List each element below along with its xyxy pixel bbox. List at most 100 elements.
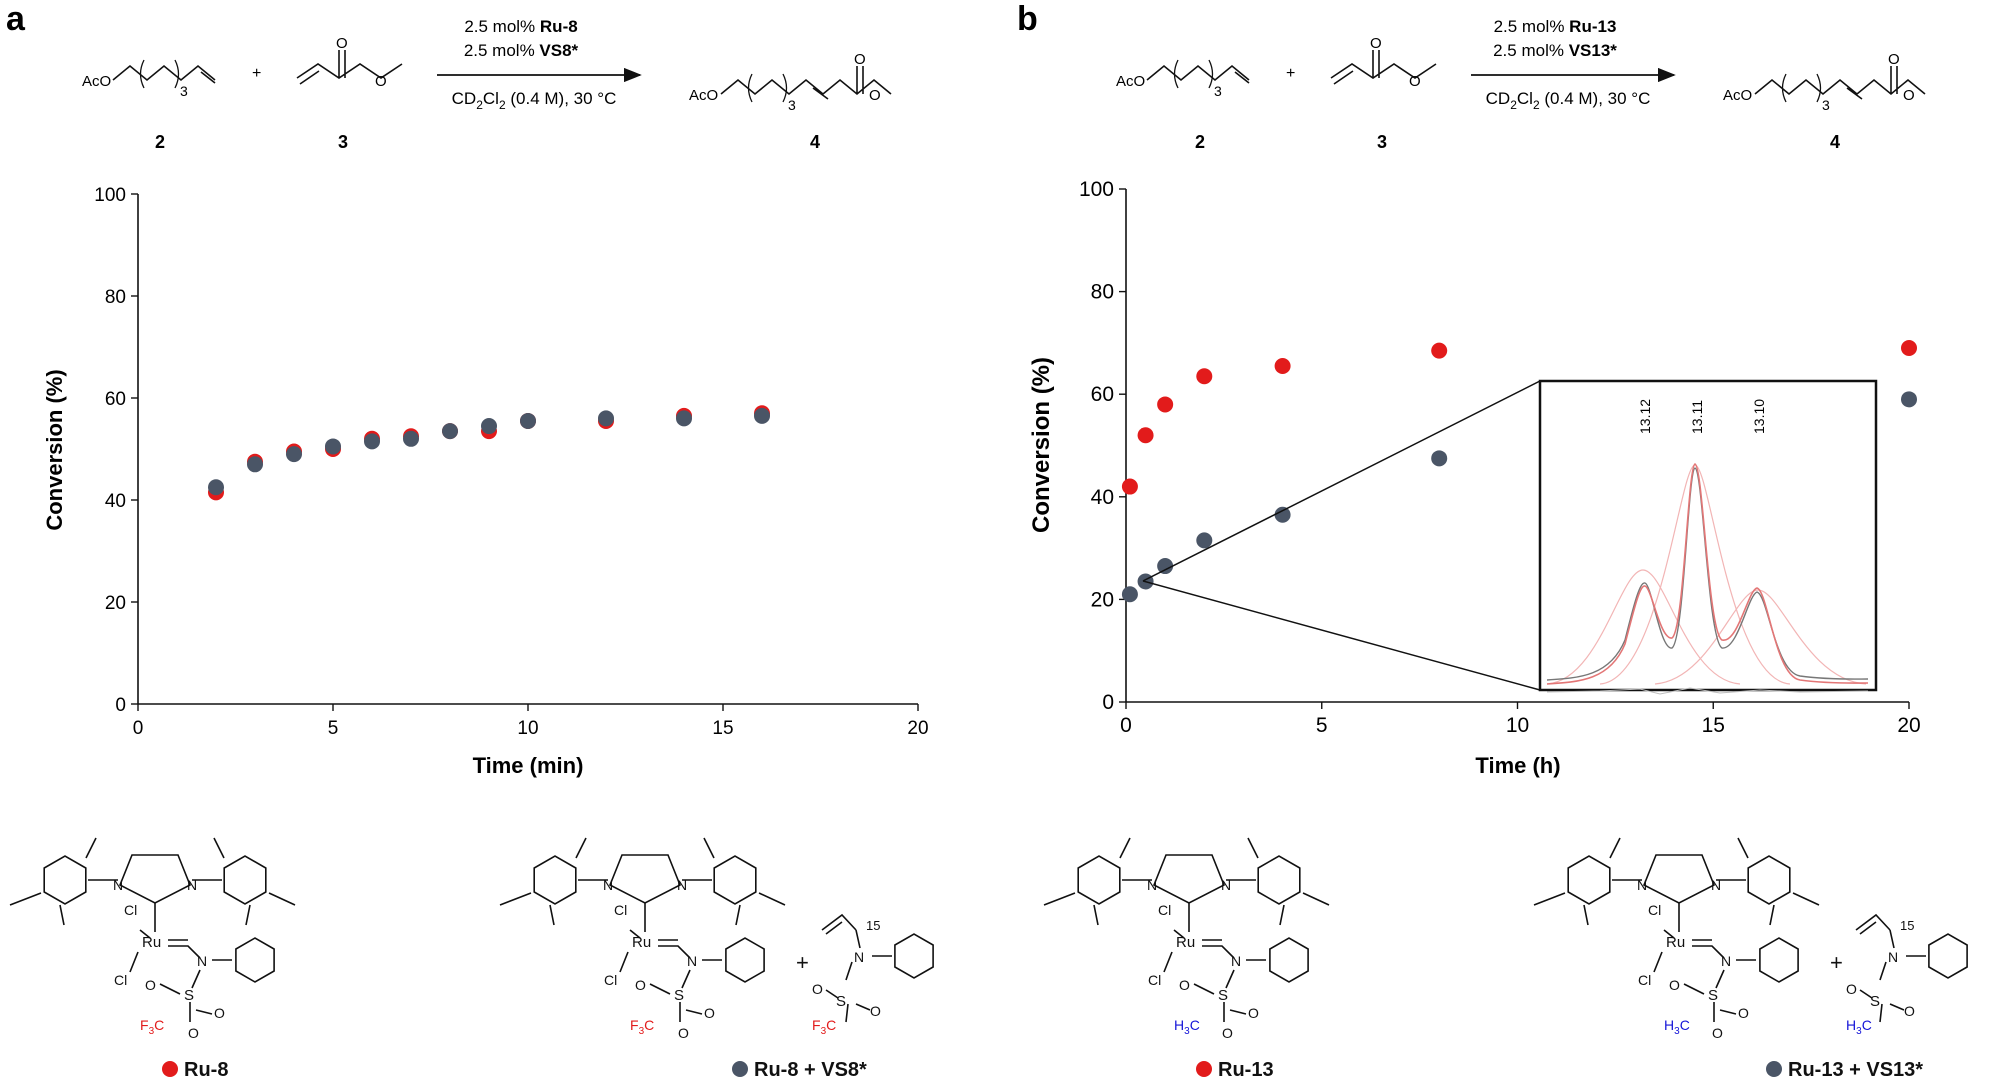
sulfonyl-oxygen-label: O — [1712, 1025, 1723, 1041]
acrylate-ester-o: O — [1409, 73, 1421, 90]
x-tick-label: 10 — [1506, 714, 1529, 737]
y-tick-label: 60 — [1091, 383, 1114, 406]
spectrum-residual — [1546, 687, 1869, 695]
structure-caption: Ru-8 — [184, 1059, 228, 1081]
chloride-label: Cl — [604, 972, 617, 988]
mesityl-methyls — [9, 837, 296, 926]
compound-number-4: 4 — [1830, 132, 1840, 152]
mesityl-ring-right — [1257, 855, 1301, 905]
sulfonyl-oxygen-label: O — [678, 1025, 689, 1041]
sulfur-label: S — [674, 987, 684, 1004]
chart-b: Conversion (%) Time (h) 0 5 10 15 20 0 20 40 60 8… — [1028, 178, 1921, 778]
isotope-label: 15 — [1900, 918, 1914, 933]
data-point-gray — [325, 438, 341, 455]
n-phenyl-ring — [725, 937, 765, 983]
x-tick-label: 15 — [1702, 714, 1725, 737]
y-tick-label: 100 — [1079, 178, 1114, 201]
chloride-label: Cl — [1648, 902, 1661, 918]
reaction-scheme-a: AcO 3 + O O 2.5 mol% Ru-8 2.5 mol% VS8* … — [82, 17, 892, 152]
x-tick-label: 5 — [328, 718, 339, 739]
y-tick-label: 40 — [1091, 486, 1114, 509]
conditions-line-3: CD2Cl2 (0.4 M), 30 °C — [452, 89, 617, 112]
data-point-gray — [676, 410, 692, 427]
conditions-line-1: 2.5 mol% Ru-13 — [1494, 17, 1617, 36]
trifluoromethyl-label: F3C — [140, 1017, 164, 1037]
sulfonyl-oxygen-label: O — [214, 1005, 225, 1021]
plus-sign: + — [796, 950, 809, 975]
data-point-gray — [1196, 532, 1213, 549]
product-ester-o: O — [1903, 87, 1915, 104]
imidazolidine-ring — [1642, 854, 1716, 904]
data-point-gray — [247, 456, 263, 473]
sulfonyl-oxygen-label: O — [1222, 1025, 1233, 1041]
compound-number-4: 4 — [810, 132, 820, 152]
methyl-label: H3C — [1664, 1017, 1690, 1037]
reaction-scheme-b: AcO 3 + O O 2.5 mol% Ru-13 2.5 mol% VS13… — [1116, 17, 1926, 152]
vs-phenyl-ring — [1928, 933, 1968, 979]
data-point-gray — [403, 430, 419, 447]
n-phenyl-ring — [235, 937, 275, 983]
inset-peak-label-1: 13.12 — [1637, 399, 1653, 434]
y-tick-label: 20 — [105, 593, 126, 614]
data-point-gray — [286, 446, 302, 463]
nitrogen-label: N — [603, 877, 613, 893]
sulfonyl-oxygen-label: O — [635, 977, 646, 993]
y-tick-label: 60 — [105, 389, 126, 410]
reactant-2-subscript: 3 — [180, 83, 188, 99]
sulfonyl-oxygen-label: O — [1669, 977, 1680, 993]
data-point-gray — [364, 433, 380, 450]
x-tick-label: 15 — [712, 718, 733, 739]
mesityl-ring-right — [223, 855, 267, 905]
acrylate-ester-o: O — [375, 73, 387, 90]
ruthenium-bonds — [1163, 929, 1235, 973]
ruthenium-label: Ru — [632, 934, 651, 951]
spectrum-fit-peak-1 — [1546, 569, 1741, 685]
chloride-label: Cl — [1148, 972, 1161, 988]
product-4-chain — [720, 66, 892, 100]
n-phenyl-ring — [1269, 937, 1309, 983]
imidazolidine-ring — [608, 854, 682, 904]
data-point-red — [1901, 340, 1917, 357]
methyl-label: H3C — [1174, 1017, 1200, 1037]
inset-peak-label-2: 13.11 — [1689, 400, 1705, 434]
nitrogen-label: N — [677, 877, 687, 893]
x-tick-label: 20 — [1897, 714, 1920, 737]
amide-nitrogen-label: N — [197, 953, 207, 969]
data-point-gray — [598, 410, 614, 427]
data-point-red — [1196, 368, 1213, 385]
conditions-line-1: 2.5 mol% Ru-8 — [464, 17, 577, 36]
sulfur-label: S — [184, 987, 194, 1004]
sulfonyl-oxygen-label: O — [1248, 1005, 1259, 1021]
x-tick-label: 0 — [133, 718, 144, 739]
product-4-chain — [1754, 66, 1926, 100]
sulfonyl-bonds — [1193, 969, 1247, 1022]
ruthenium-bonds — [619, 929, 691, 973]
mesityl-ring-right — [713, 855, 757, 905]
compound-number-2: 2 — [155, 132, 165, 152]
chart-a-ylabel: Conversion (%) — [42, 369, 67, 530]
chart-a-xlabel: Time (min) — [473, 753, 584, 778]
nitrogen-label: N — [1711, 877, 1721, 893]
product-4-bracket — [747, 73, 788, 103]
chloride-label: Cl — [124, 902, 137, 918]
vs-oxygen-label: O — [1904, 1003, 1915, 1019]
zoom-line-upper — [1142, 380, 1541, 582]
chloride-label: Cl — [1638, 972, 1651, 988]
ruthenium-bonds — [129, 929, 201, 973]
sulfonyl-bonds — [159, 969, 213, 1022]
panel-letter-b: b — [1017, 0, 1038, 38]
reactant-2-double-bond — [1234, 71, 1250, 84]
x-tick-label: 20 — [907, 718, 928, 739]
sulfonyl-bonds — [649, 969, 703, 1022]
legend-marker-red — [1196, 1061, 1212, 1077]
isotope-label: 15 — [866, 918, 880, 933]
vs-nitrogen-label: N — [854, 949, 864, 965]
data-point-red — [1431, 342, 1448, 359]
structure-caption: Ru-13 — [1218, 1059, 1274, 1081]
nitrogen-label: N — [1637, 877, 1647, 893]
conditions-line-3: CD2Cl2 (0.4 M), 30 °C — [1486, 89, 1651, 112]
trifluoromethyl-label: F3C — [630, 1017, 654, 1037]
structure-caption: Ru-13 + VS13* — [1788, 1059, 1923, 1081]
plus-sign: + — [1286, 65, 1295, 82]
product-carbonyl-o: O — [854, 51, 866, 68]
